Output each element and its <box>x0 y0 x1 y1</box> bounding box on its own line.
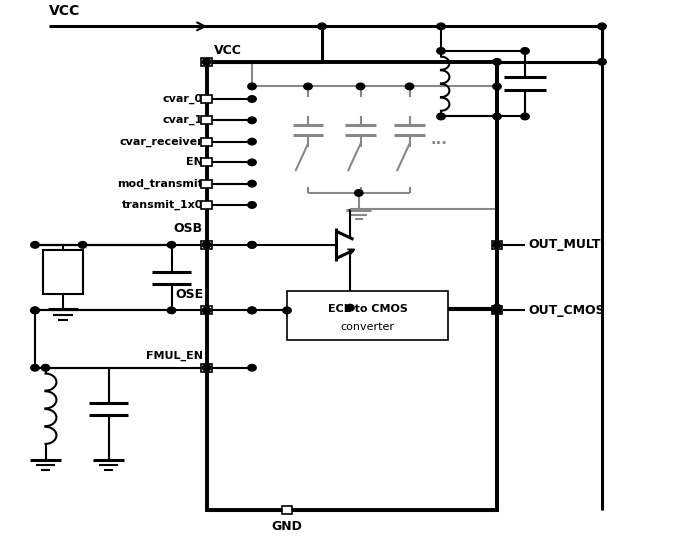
Text: ECL to CMOS: ECL to CMOS <box>328 305 407 315</box>
Circle shape <box>248 180 256 187</box>
Circle shape <box>248 83 256 90</box>
Circle shape <box>493 242 501 248</box>
Circle shape <box>598 59 606 65</box>
Text: converter: converter <box>340 322 395 332</box>
Text: EN: EN <box>186 157 203 167</box>
Text: OSE: OSE <box>175 288 203 300</box>
Bar <box>202 116 211 124</box>
Bar <box>202 364 211 372</box>
Bar <box>202 241 211 249</box>
Circle shape <box>31 307 39 313</box>
Circle shape <box>202 307 211 313</box>
Text: cvar_0: cvar_0 <box>163 94 203 104</box>
Text: VCC: VCC <box>49 4 80 18</box>
Bar <box>287 292 448 340</box>
Circle shape <box>354 190 363 196</box>
Circle shape <box>248 117 256 123</box>
Text: transmit_1x0: transmit_1x0 <box>122 200 203 210</box>
Bar <box>202 306 211 315</box>
Bar <box>43 250 83 294</box>
Circle shape <box>521 113 529 120</box>
Circle shape <box>437 23 445 30</box>
Circle shape <box>493 304 501 311</box>
Circle shape <box>248 307 256 313</box>
Bar <box>202 180 211 188</box>
Bar <box>202 201 211 209</box>
Circle shape <box>493 83 501 90</box>
Bar <box>491 306 503 315</box>
Text: cvar_1: cvar_1 <box>162 115 203 125</box>
Circle shape <box>598 23 606 30</box>
Bar <box>281 506 293 514</box>
Circle shape <box>283 307 291 313</box>
Text: ...: ... <box>430 132 447 147</box>
Circle shape <box>493 307 501 313</box>
Circle shape <box>248 96 256 102</box>
Circle shape <box>202 364 211 371</box>
Circle shape <box>346 304 354 311</box>
Circle shape <box>493 59 501 65</box>
Bar <box>206 62 497 510</box>
Circle shape <box>248 159 256 165</box>
Bar <box>491 241 503 249</box>
Circle shape <box>304 83 312 90</box>
Circle shape <box>521 48 529 54</box>
Circle shape <box>356 83 365 90</box>
Text: OUT_CMOS: OUT_CMOS <box>528 304 605 317</box>
Circle shape <box>31 242 39 248</box>
Circle shape <box>167 307 176 313</box>
Circle shape <box>78 242 87 248</box>
Circle shape <box>248 242 256 248</box>
Circle shape <box>405 83 414 90</box>
Bar <box>202 95 211 103</box>
Circle shape <box>248 364 256 371</box>
Text: OUT_MULT: OUT_MULT <box>528 238 601 252</box>
Circle shape <box>248 138 256 145</box>
Circle shape <box>248 202 256 208</box>
Bar <box>202 158 211 167</box>
Bar <box>202 138 211 146</box>
Text: OSB: OSB <box>174 222 203 235</box>
Text: VCC: VCC <box>214 44 242 58</box>
Circle shape <box>41 364 50 371</box>
Text: FMUL_EN: FMUL_EN <box>146 351 203 361</box>
Circle shape <box>248 307 256 313</box>
Circle shape <box>437 48 445 54</box>
Circle shape <box>202 59 211 65</box>
Circle shape <box>31 307 39 313</box>
Circle shape <box>31 364 39 371</box>
Circle shape <box>202 242 211 248</box>
Circle shape <box>167 242 176 248</box>
Circle shape <box>493 113 501 120</box>
Text: mod_transmit: mod_transmit <box>117 179 203 189</box>
Circle shape <box>493 307 501 313</box>
Text: GND: GND <box>272 520 302 533</box>
Bar <box>202 58 211 66</box>
Circle shape <box>437 113 445 120</box>
Text: cvar_receiver: cvar_receiver <box>120 136 203 147</box>
Circle shape <box>248 242 256 248</box>
Circle shape <box>318 23 326 30</box>
